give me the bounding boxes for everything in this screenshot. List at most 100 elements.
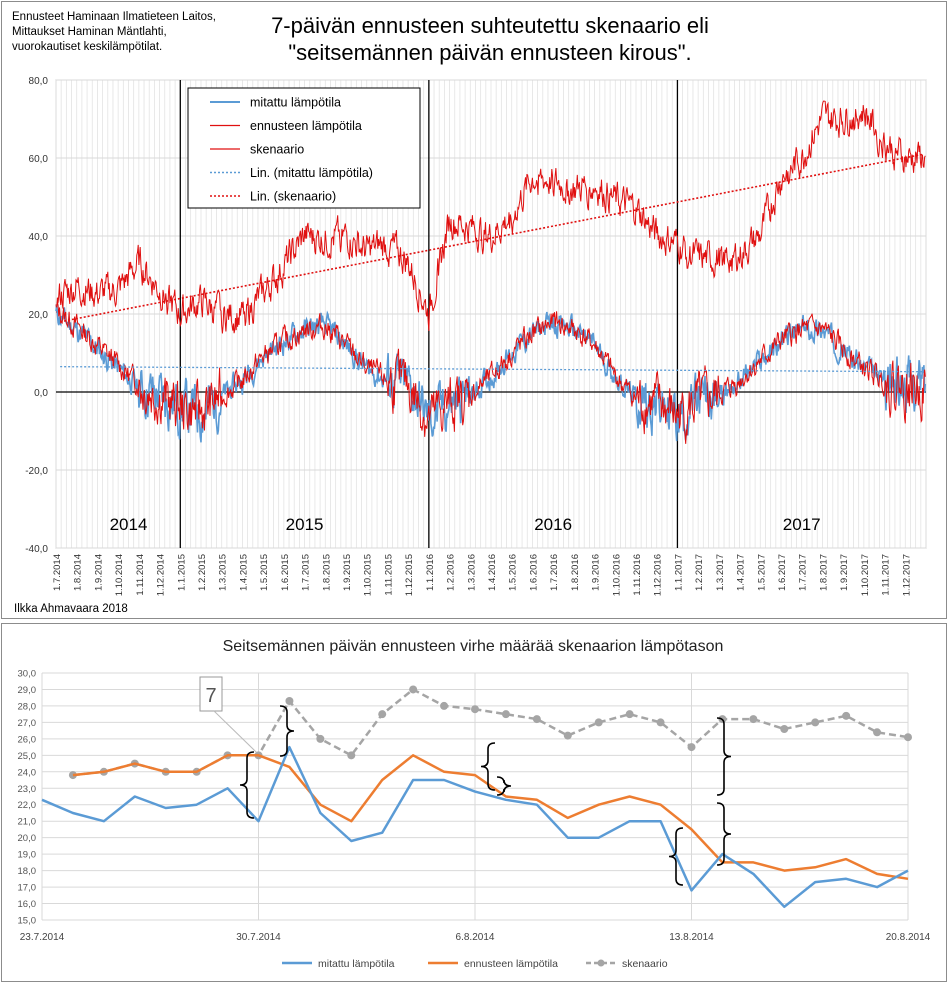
legend-label: skenaario: [250, 143, 304, 157]
y-tick-label: 0,0: [34, 388, 48, 399]
y-tick-label: -20,0: [25, 466, 48, 477]
y-tick-label: 27,0: [18, 718, 37, 729]
x-tick-label: 1.5.2015: [259, 554, 270, 591]
scenario-point: [842, 711, 851, 720]
main-title: 7-päivän ennusteen suhteutettu skenaario…: [250, 12, 730, 66]
legend-label: ennusteen lämpötila: [250, 119, 362, 133]
y-tick-label: 20,0: [29, 310, 49, 321]
scenario-point: [440, 701, 449, 710]
scenario-point: [316, 734, 325, 743]
x-tick-label: 1.10.2015: [363, 554, 374, 596]
scenario-point: [471, 705, 479, 714]
x-tick-label: 1.9.2016: [591, 554, 602, 591]
detail-chart-panel: [1, 623, 947, 982]
x-tick-label: 1.5.2016: [508, 554, 519, 591]
y-tick-label: 30,0: [18, 669, 37, 680]
scenario-point: [501, 710, 510, 719]
scenario-point: [811, 718, 820, 727]
x-tick-label: 1.6.2017: [777, 554, 788, 591]
x-tick-label: 1.6.2016: [528, 554, 539, 591]
x-tick-label: 1.8.2014: [73, 554, 84, 591]
y-tick-label: 20,0: [18, 833, 37, 844]
x-tick-label: 1.3.2017: [715, 554, 726, 591]
x-tick-label: 1.10.2017: [860, 554, 871, 596]
forecast-chart: 80,0 60,0 40,0 20,0 0,0 -20,0 -40,0 1.7.2014 1.8…: [25, 76, 927, 596]
x-tick-label: 1.1.2016: [425, 554, 436, 591]
scenario-point: [780, 724, 789, 733]
measured-series-line: [41, 745, 909, 909]
x-tick-label: 1.10.2016: [611, 554, 622, 596]
x-tick-label: 1.7.2016: [549, 554, 560, 591]
scenario-point: [594, 718, 603, 727]
scenario-series-line: [55, 100, 926, 334]
x-tick-label: 1.4.2015: [238, 554, 249, 591]
annotation-leader: [213, 710, 257, 753]
x-tick-label: 6.8.2014: [456, 932, 495, 943]
x-tick-label: 1.6.2015: [280, 554, 291, 591]
x-tick-label: 20.8.2014: [886, 932, 931, 943]
x-tick-label: 30.7.2014: [236, 932, 281, 943]
brace-mark: [716, 802, 732, 866]
scenario-point: [687, 743, 696, 752]
year-label: 2015: [286, 515, 324, 534]
brace-mark: [496, 776, 512, 796]
y-tick-label: 19,0: [18, 850, 37, 861]
y-tick-label: 21,0: [18, 817, 37, 828]
year-label: 2017: [783, 515, 821, 534]
y-tick-label: 25,0: [18, 751, 37, 762]
x-tick-label: 1.11.2014: [135, 554, 146, 596]
y-tick-label: 24,0: [18, 767, 37, 778]
x-tick-label: 1.2.2016: [446, 554, 457, 591]
annotation-label: 7: [205, 685, 216, 707]
x-tick-label: 1.7.2014: [52, 554, 63, 591]
y-tick-label: 26,0: [18, 734, 37, 745]
y-tick-label: -40,0: [25, 544, 48, 555]
y-tick-label: 17,0: [18, 883, 37, 894]
scenario-point: [347, 751, 356, 760]
annotation-box: [199, 676, 223, 712]
x-tick-label: 1.1.2015: [176, 554, 187, 591]
x-tick-label: 1.3.2015: [218, 554, 229, 591]
x-tick-label: 1.4.2016: [487, 554, 498, 591]
x-tick-label: 23.7.2014: [20, 932, 65, 943]
x-tick-label: 1.2.2015: [197, 554, 208, 591]
x-tick-label: 1.10.2014: [114, 554, 125, 596]
x-tick-label: 1.11.2017: [881, 554, 892, 596]
x-tick-label: 1.4.2017: [736, 554, 747, 591]
x-tick-label: 1.7.2015: [301, 554, 312, 591]
legend-swatch-marker: [597, 959, 605, 967]
x-tick-label: 1.9.2014: [93, 554, 104, 591]
legend-label: ennusteen lämpötila: [464, 958, 558, 970]
x-tick-label: 1.12.2014: [156, 554, 167, 596]
year-label: 2016: [534, 515, 572, 534]
scenario-point: [625, 710, 634, 719]
scenario-point: [656, 718, 665, 727]
legend-label: skenaario: [622, 958, 668, 970]
y-tick-label: 40,0: [29, 232, 49, 243]
x-tick-label: 1.9.2015: [342, 554, 353, 591]
y-tick-label: 16,0: [18, 899, 37, 910]
x-tick-label: 13.8.2014: [669, 932, 714, 943]
forecast-series-line: [55, 301, 926, 444]
brace-mark: [279, 705, 295, 757]
source-note-line: Ennusteet Haminaan Ilmatieteen Laitos,: [12, 11, 216, 23]
x-tick-label: 1.8.2017: [818, 554, 829, 591]
brace-mark: [668, 827, 684, 886]
y-tick-label: 28,0: [18, 701, 37, 712]
x-tick-label: 1.3.2016: [466, 554, 477, 591]
legend-box: [187, 87, 421, 209]
x-tick-label: 1.5.2017: [756, 554, 767, 591]
x-tick-label: 1.12.2017: [901, 554, 912, 596]
forecast-series-line: [72, 754, 909, 881]
legend-label: mitattu lämpötila: [250, 96, 341, 110]
y-tick-label: 23,0: [18, 784, 37, 795]
scenario-point: [285, 696, 294, 705]
year-label: 2014: [110, 515, 148, 534]
source-note: Ennusteet Haminaan Ilmatieteen Laitos, M…: [12, 10, 216, 55]
x-tick-label: 1.11.2015: [383, 554, 394, 596]
y-tick-label: 80,0: [29, 76, 49, 87]
detail-chart-title: Seitsemännen päivän ennusteen virhe määr…: [222, 638, 724, 655]
scenario-point: [409, 685, 418, 694]
y-tick-label: 15,0: [18, 916, 37, 927]
